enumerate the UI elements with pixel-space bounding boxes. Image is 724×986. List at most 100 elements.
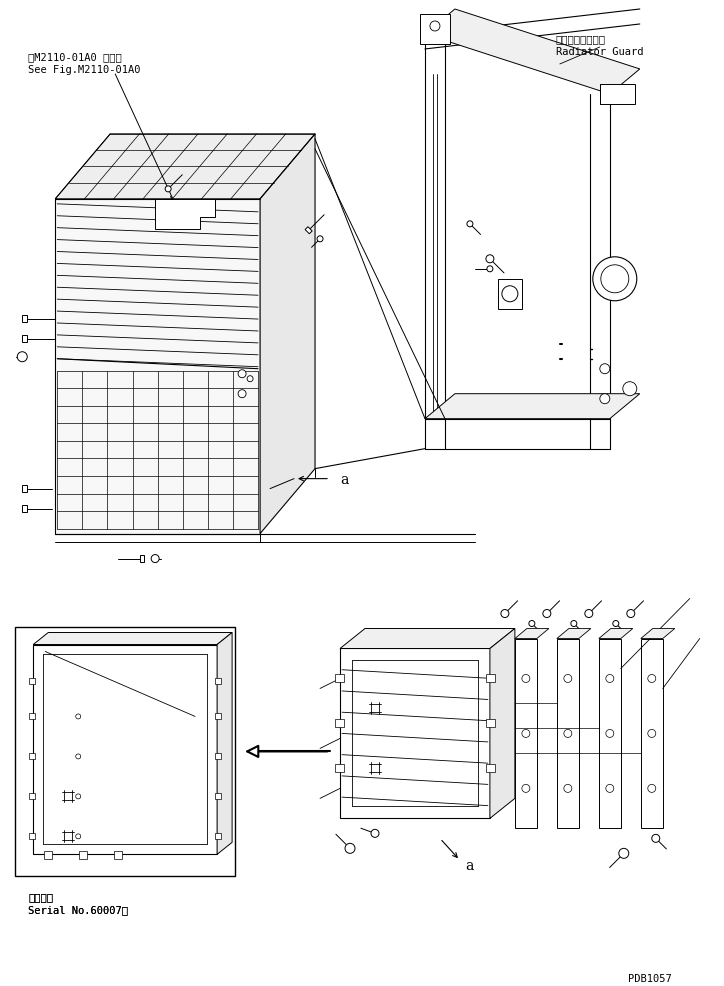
Polygon shape <box>44 852 52 860</box>
Polygon shape <box>155 199 215 230</box>
Polygon shape <box>15 627 235 877</box>
Polygon shape <box>22 316 28 323</box>
Circle shape <box>486 255 494 263</box>
Text: ラジエータガード: ラジエータガード <box>556 34 606 44</box>
Circle shape <box>564 674 572 682</box>
Polygon shape <box>490 629 515 818</box>
Polygon shape <box>29 794 35 800</box>
Polygon shape <box>217 633 232 855</box>
Polygon shape <box>599 639 620 828</box>
Circle shape <box>619 849 629 859</box>
Circle shape <box>564 730 572 738</box>
Polygon shape <box>425 394 640 419</box>
Circle shape <box>182 205 188 211</box>
Circle shape <box>17 352 28 362</box>
Circle shape <box>627 610 635 618</box>
Circle shape <box>648 785 656 793</box>
Polygon shape <box>335 674 344 682</box>
Circle shape <box>522 785 530 793</box>
Circle shape <box>502 287 518 303</box>
Circle shape <box>606 785 614 793</box>
Polygon shape <box>340 649 490 818</box>
Polygon shape <box>215 678 221 685</box>
Circle shape <box>487 266 493 272</box>
Polygon shape <box>599 629 633 639</box>
Polygon shape <box>29 678 35 685</box>
Circle shape <box>543 610 551 618</box>
Circle shape <box>165 186 171 192</box>
Polygon shape <box>215 794 221 800</box>
Polygon shape <box>33 645 217 855</box>
Polygon shape <box>486 720 495 728</box>
Circle shape <box>571 621 577 627</box>
Circle shape <box>501 610 509 618</box>
Circle shape <box>564 785 572 793</box>
Polygon shape <box>260 135 315 534</box>
Circle shape <box>599 394 610 404</box>
Polygon shape <box>22 336 28 343</box>
Circle shape <box>151 555 159 563</box>
Circle shape <box>529 621 535 627</box>
Polygon shape <box>498 279 522 310</box>
Polygon shape <box>335 720 344 728</box>
Polygon shape <box>140 555 144 562</box>
Polygon shape <box>22 486 28 493</box>
Text: Radiator Guard: Radiator Guard <box>556 47 644 57</box>
Circle shape <box>247 377 253 383</box>
Circle shape <box>593 257 637 302</box>
Circle shape <box>76 834 80 839</box>
Text: 適用号機: 適用号機 <box>28 891 54 901</box>
Polygon shape <box>641 629 675 639</box>
Polygon shape <box>55 135 315 199</box>
Circle shape <box>522 730 530 738</box>
Polygon shape <box>515 639 537 828</box>
Circle shape <box>648 730 656 738</box>
Circle shape <box>238 371 246 379</box>
Polygon shape <box>340 629 515 649</box>
Circle shape <box>601 265 629 294</box>
Polygon shape <box>215 833 221 839</box>
Circle shape <box>371 829 379 837</box>
Polygon shape <box>420 15 450 45</box>
Polygon shape <box>641 639 662 828</box>
Polygon shape <box>557 629 591 639</box>
Text: a: a <box>340 472 348 486</box>
Polygon shape <box>486 674 495 682</box>
Polygon shape <box>599 85 635 105</box>
Polygon shape <box>305 228 312 235</box>
Circle shape <box>430 22 440 32</box>
Polygon shape <box>335 764 344 773</box>
Polygon shape <box>29 753 35 759</box>
Circle shape <box>623 383 637 396</box>
Polygon shape <box>425 10 640 95</box>
Circle shape <box>522 674 530 682</box>
Polygon shape <box>114 852 122 860</box>
Circle shape <box>606 674 614 682</box>
Circle shape <box>161 211 169 219</box>
Polygon shape <box>557 639 578 828</box>
Polygon shape <box>33 633 232 645</box>
Circle shape <box>238 390 246 398</box>
Text: 第M2110-01A0 図参照: 第M2110-01A0 図参照 <box>28 52 122 62</box>
Circle shape <box>652 834 660 842</box>
Circle shape <box>76 714 80 719</box>
Text: 適用号機: 適用号機 <box>28 891 54 901</box>
Polygon shape <box>55 199 260 534</box>
Circle shape <box>648 674 656 682</box>
Polygon shape <box>486 764 495 773</box>
Polygon shape <box>215 753 221 759</box>
Polygon shape <box>215 714 221 720</box>
Text: See Fig.M2110-01A0: See Fig.M2110-01A0 <box>28 65 140 75</box>
Circle shape <box>467 222 473 228</box>
Circle shape <box>585 610 593 618</box>
Polygon shape <box>29 714 35 720</box>
Text: Serial No.60007～: Serial No.60007～ <box>28 904 128 914</box>
Polygon shape <box>515 629 549 639</box>
Text: Serial No.60007～: Serial No.60007～ <box>28 904 128 914</box>
Circle shape <box>76 794 80 799</box>
Polygon shape <box>22 506 28 513</box>
Circle shape <box>613 621 619 627</box>
Circle shape <box>606 730 614 738</box>
Circle shape <box>317 237 323 243</box>
Text: a: a <box>465 859 473 873</box>
